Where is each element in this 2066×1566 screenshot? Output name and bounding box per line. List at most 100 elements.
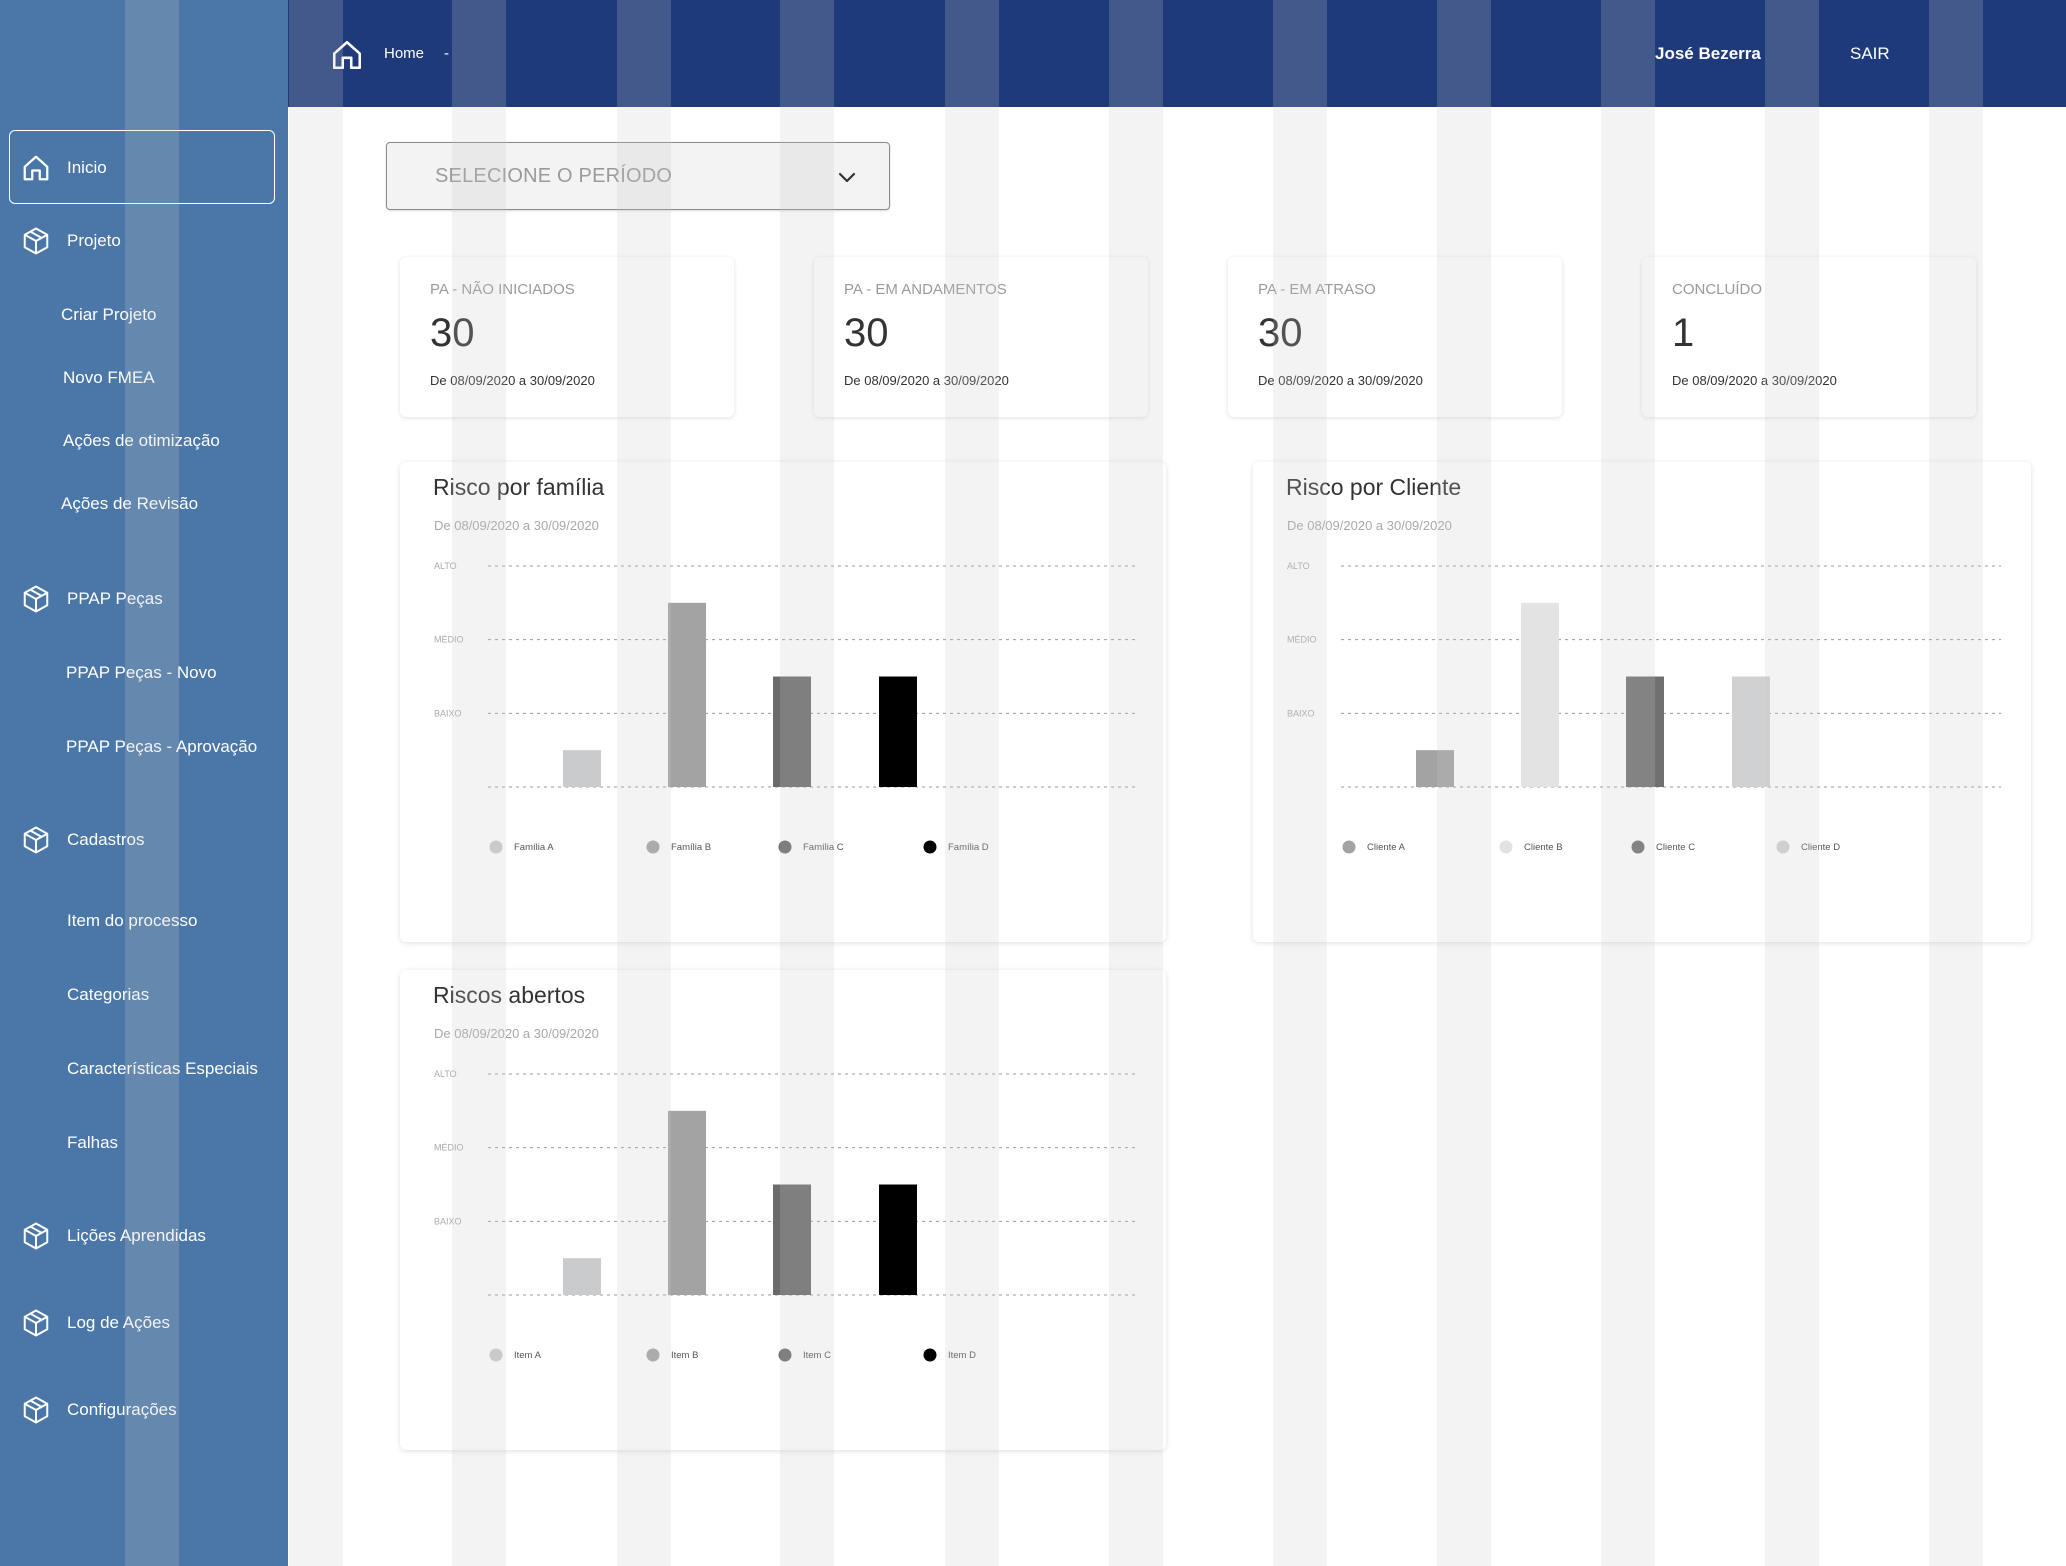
legend-label: Família D	[948, 842, 989, 853]
sidebar-item-label: Novo FMEA	[63, 368, 155, 387]
sidebar-item-novo-fmea[interactable]: Novo FMEA	[0, 361, 288, 395]
legend-swatch	[923, 1348, 937, 1362]
chart-title: Riscos abertos	[433, 982, 586, 1008]
bar	[773, 1184, 811, 1295]
sidebar-item-label: Inicio	[67, 158, 107, 177]
legend-swatch	[1776, 840, 1790, 854]
sidebar-item-acoes-otimizacao[interactable]: Ações de otimização	[0, 424, 288, 458]
stat-card-concluido: CONCLUÍDO 1 De 08/09/2020 a 30/09/2020	[1642, 257, 1976, 417]
sidebar-item-categorias[interactable]: Categorias	[0, 978, 288, 1012]
sidebar-item-label: Ações de Revisão	[61, 494, 199, 513]
chart-card-riscos-abertos: ALTO MÉDIO BAIXO Item A Item B Item C Item D R…	[400, 970, 1166, 1450]
legend-label: Cliente C	[1656, 842, 1695, 853]
sidebar-item-label: Cadastros	[67, 830, 145, 849]
y-tick-label: MÉDIO	[434, 1143, 464, 1153]
sidebar-item-ppap-aprovacao[interactable]: PPAP Peças - Aprovação	[0, 730, 288, 764]
sidebar-item-falhas[interactable]: Falhas	[0, 1126, 288, 1160]
stat-value: 30	[430, 311, 475, 355]
sidebar-item-licoes[interactable]: Lições Aprendidas	[0, 1216, 288, 1256]
bar	[563, 1258, 601, 1295]
legend-swatch	[1499, 840, 1513, 854]
breadcrumb-separator: -	[444, 45, 449, 62]
legend-label: Família B	[671, 842, 711, 853]
y-tick-label: BAIXO	[1287, 708, 1315, 718]
legend-swatch	[489, 1348, 503, 1362]
home-icon[interactable]	[330, 38, 364, 72]
stat-title: CONCLUÍDO	[1672, 281, 1763, 298]
sidebar-item-inicio[interactable]: Inicio	[0, 148, 288, 188]
legend-swatch	[489, 840, 503, 854]
legend-swatch	[778, 840, 792, 854]
breadcrumb-home[interactable]: Home	[384, 45, 425, 62]
stat-card-nao-iniciados: PA - NÃO INICIADOS 30 De 08/09/2020 a 30…	[400, 257, 734, 417]
sidebar-item-label: Características Especiais	[67, 1059, 258, 1078]
bar	[1626, 676, 1664, 787]
y-tick-label: BAIXO	[434, 708, 462, 718]
sidebar-item-label: Categorias	[67, 985, 150, 1004]
stat-title: PA - NÃO INICIADOS	[430, 281, 575, 298]
sidebar-item-acoes-revisao[interactable]: Ações de Revisão	[0, 487, 288, 521]
stat-value: 1	[1672, 311, 1695, 355]
chart-card-risco-familia: ALTO MÉDIO BAIXO Família A Família B Família …	[400, 462, 1166, 942]
legend-label: Item C	[803, 1350, 831, 1361]
legend-swatch	[1631, 840, 1645, 854]
sidebar: Inicio Projeto Criar Projeto Novo FMEA A…	[0, 0, 288, 1566]
sidebar-item-ppap-pecas[interactable]: PPAP Peças	[0, 579, 288, 619]
bar	[1732, 676, 1770, 787]
sidebar-item-label: PPAP Peças - Novo	[66, 663, 217, 682]
sidebar-item-configuracoes[interactable]: Configurações	[0, 1390, 288, 1430]
sidebar-item-ppap-novo[interactable]: PPAP Peças - Novo	[0, 656, 288, 690]
sidebar-item-label: Configurações	[67, 1400, 177, 1419]
bar-chart-risco-familia: ALTO MÉDIO BAIXO Família A Família B Família …	[434, 561, 1136, 854]
chevron-down-icon	[835, 165, 859, 189]
legend-label: Família C	[803, 842, 844, 853]
y-tick-label: ALTO	[1287, 561, 1310, 571]
y-tick-label: ALTO	[434, 561, 457, 571]
sidebar-item-item-processo[interactable]: Item do processo	[0, 904, 288, 938]
sidebar-item-label: Criar Projeto	[61, 305, 157, 324]
legend-swatch	[646, 1348, 660, 1362]
sidebar-item-label: PPAP Peças - Aprovação	[66, 737, 258, 756]
period-select[interactable]: SELECIONE O PERÍODO	[386, 142, 890, 210]
stat-date-range: De 08/09/2020 a 30/09/2020	[430, 373, 595, 388]
legend-label: Item D	[948, 1350, 976, 1361]
bar	[1521, 602, 1559, 787]
chart-card-risco-cliente: ALTO MÉDIO BAIXO Cliente A Cliente B Cliente …	[1253, 462, 2031, 942]
sidebar-item-criar-projeto[interactable]: Criar Projeto	[0, 298, 288, 332]
legend-label: Cliente B	[1524, 842, 1563, 853]
home-icon	[20, 152, 52, 184]
period-select-placeholder: SELECIONE O PERÍODO	[435, 165, 673, 187]
sidebar-item-log-acoes[interactable]: Log de Ações	[0, 1303, 288, 1343]
legend-swatch	[778, 1348, 792, 1362]
sidebar-item-projeto[interactable]: Projeto	[0, 221, 288, 261]
box-icon	[20, 583, 52, 615]
bar	[773, 676, 811, 787]
stat-date-range: De 08/09/2020 a 30/09/2020	[844, 373, 1009, 388]
sidebar-item-label: Ações de otimização	[63, 431, 220, 450]
sidebar-item-cadastros[interactable]: Cadastros	[0, 820, 288, 860]
box-icon	[20, 225, 52, 257]
bar-chart-risco-cliente: ALTO MÉDIO BAIXO Cliente A Cliente B Cliente …	[1287, 561, 2001, 854]
legend-label: Cliente D	[1801, 842, 1840, 853]
box-icon	[20, 1220, 52, 1252]
bar	[668, 602, 706, 787]
stat-title: PA - EM ANDAMENTOS	[844, 281, 1007, 298]
legend-label: Família A	[514, 842, 554, 853]
logout-button[interactable]: SAIR	[1850, 44, 1890, 63]
stat-value: 30	[844, 311, 889, 355]
bar	[1416, 750, 1454, 787]
grid-column	[289, 0, 343, 1566]
bar-chart-riscos-abertos: ALTO MÉDIO BAIXO Item A Item B Item C Item D	[434, 1069, 1136, 1362]
stat-value: 30	[1258, 311, 1303, 355]
sidebar-item-label: Projeto	[67, 231, 121, 250]
legend-label: Item B	[671, 1350, 698, 1361]
stat-card-em-andamento: PA - EM ANDAMENTOS 30 De 08/09/2020 a 30…	[814, 257, 1148, 417]
legend-swatch	[923, 840, 937, 854]
box-icon	[20, 1394, 52, 1426]
legend-label: Item A	[514, 1350, 542, 1361]
y-tick-label: BAIXO	[434, 1216, 462, 1226]
bar	[668, 1110, 706, 1295]
sidebar-item-caracteristicas[interactable]: Características Especiais	[0, 1052, 288, 1086]
stat-date-range: De 08/09/2020 a 30/09/2020	[1672, 373, 1837, 388]
stat-card-em-atraso: PA - EM ATRASO 30 De 08/09/2020 a 30/09/…	[1228, 257, 1562, 417]
